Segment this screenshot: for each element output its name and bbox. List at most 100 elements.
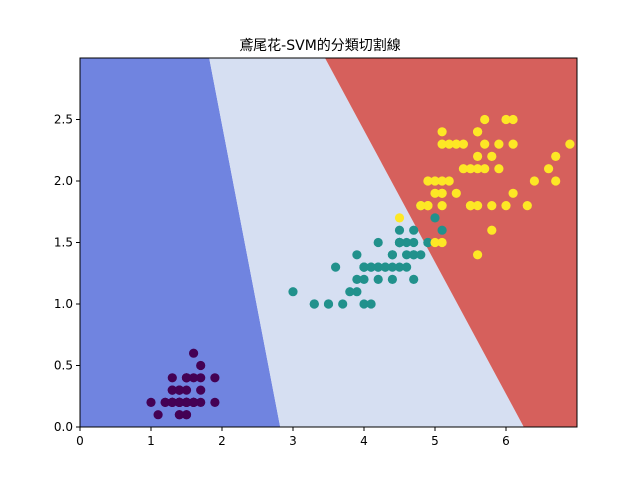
data-point-class-0 bbox=[210, 373, 220, 383]
data-point-class-2 bbox=[437, 127, 447, 137]
data-point-class-1 bbox=[409, 250, 419, 260]
data-point-class-2 bbox=[487, 151, 497, 161]
data-point-class-2 bbox=[451, 188, 461, 198]
plot-area bbox=[79, 57, 578, 428]
data-point-class-1 bbox=[394, 225, 405, 235]
y-tick-label: 2.5 bbox=[54, 113, 73, 127]
data-point-class-0 bbox=[146, 397, 156, 407]
data-point-class-0 bbox=[189, 397, 199, 407]
data-point-class-2 bbox=[487, 201, 497, 211]
data-point-class-2 bbox=[430, 237, 440, 248]
data-point-class-1 bbox=[380, 262, 390, 272]
data-point-class-2 bbox=[444, 139, 454, 149]
data-point-class-2 bbox=[465, 164, 476, 174]
x-tick-label: 4 bbox=[360, 434, 368, 448]
y-tick-label: 2.0 bbox=[54, 174, 73, 188]
y-tick-label: 0.0 bbox=[54, 420, 73, 434]
y-tick-label: 1.5 bbox=[54, 236, 73, 250]
data-point-class-1 bbox=[416, 250, 426, 260]
data-point-class-0 bbox=[174, 397, 184, 407]
region-class-1 bbox=[209, 58, 524, 427]
chart-title: 鳶尾花-SVM的分類切割線 bbox=[239, 37, 401, 54]
x-tick-label: 6 bbox=[502, 434, 510, 448]
data-point-class-0 bbox=[181, 397, 192, 407]
data-point-class-2 bbox=[423, 201, 433, 211]
data-point-class-1 bbox=[409, 225, 419, 235]
data-point-class-1 bbox=[402, 262, 412, 272]
data-point-class-1 bbox=[387, 274, 397, 284]
data-point-class-1 bbox=[352, 287, 362, 297]
data-point-class-2 bbox=[437, 176, 447, 186]
data-point-class-2 bbox=[430, 176, 440, 186]
data-point-class-2 bbox=[494, 139, 504, 149]
data-point-class-1 bbox=[366, 299, 376, 309]
data-point-class-2 bbox=[473, 127, 483, 137]
data-point-class-1 bbox=[345, 287, 355, 297]
data-point-class-1 bbox=[359, 274, 369, 284]
data-point-class-0 bbox=[160, 397, 170, 407]
data-point-class-2 bbox=[430, 188, 440, 198]
data-point-class-2 bbox=[544, 164, 554, 174]
data-point-class-0 bbox=[196, 397, 206, 407]
data-point-class-2 bbox=[437, 188, 447, 198]
data-point-class-2 bbox=[480, 164, 490, 174]
data-point-class-1 bbox=[359, 262, 369, 272]
data-point-class-0 bbox=[181, 385, 192, 395]
data-point-class-1 bbox=[409, 274, 419, 284]
data-point-class-1 bbox=[394, 237, 405, 248]
data-point-class-0 bbox=[196, 373, 206, 383]
data-point-class-1 bbox=[359, 299, 369, 309]
data-point-class-1 bbox=[373, 262, 383, 272]
data-point-class-2 bbox=[437, 139, 447, 149]
data-point-class-1 bbox=[331, 262, 341, 272]
data-point-class-0 bbox=[167, 397, 177, 407]
x-tick-label: 1 bbox=[147, 434, 155, 448]
data-point-class-1 bbox=[309, 299, 319, 309]
data-point-class-2 bbox=[551, 151, 561, 161]
data-point-class-2 bbox=[458, 139, 468, 149]
data-point-class-0 bbox=[181, 373, 192, 383]
data-point-class-1 bbox=[394, 262, 405, 272]
data-point-class-2 bbox=[501, 114, 511, 125]
x-tick-label: 3 bbox=[289, 434, 297, 448]
region-class-2 bbox=[325, 58, 577, 427]
data-point-class-1 bbox=[323, 299, 334, 309]
data-point-class-0 bbox=[174, 385, 184, 395]
data-point-class-2 bbox=[473, 151, 483, 161]
data-point-class-2 bbox=[529, 176, 540, 186]
decision-regions bbox=[80, 58, 577, 427]
data-point-class-1 bbox=[338, 299, 348, 309]
y-axis: 0.0 0.5 1.0 1.5 2.0 2.5 bbox=[54, 113, 80, 434]
data-point-class-0 bbox=[167, 373, 177, 383]
data-point-class-2 bbox=[480, 114, 490, 125]
x-tick-label: 2 bbox=[218, 434, 226, 448]
data-point-class-1 bbox=[387, 262, 397, 272]
data-point-class-2 bbox=[494, 164, 504, 174]
data-point-class-0 bbox=[189, 348, 199, 358]
data-point-class-2 bbox=[437, 237, 447, 248]
data-point-class-2 bbox=[487, 225, 497, 235]
data-point-class-1 bbox=[402, 250, 412, 260]
data-point-class-0 bbox=[174, 410, 184, 420]
data-point-class-2 bbox=[465, 201, 476, 211]
data-point-class-1 bbox=[373, 274, 383, 284]
data-point-class-2 bbox=[522, 201, 532, 211]
data-point-class-1 bbox=[409, 237, 419, 248]
x-tick-label: 0 bbox=[76, 434, 84, 448]
data-point-class-2 bbox=[451, 139, 461, 149]
data-point-class-2 bbox=[458, 164, 468, 174]
data-point-class-2 bbox=[480, 139, 490, 149]
data-point-class-2 bbox=[416, 201, 426, 211]
data-point-class-2 bbox=[423, 176, 433, 186]
data-point-class-2 bbox=[508, 188, 518, 198]
data-point-class-2 bbox=[473, 164, 483, 174]
data-point-class-0 bbox=[181, 410, 192, 420]
data-point-class-2 bbox=[473, 250, 483, 260]
data-point-class-0 bbox=[210, 397, 220, 407]
x-axis: 0 1 2 3 4 5 6 bbox=[76, 427, 510, 448]
y-tick-label: 1.0 bbox=[54, 297, 73, 311]
data-point-class-1 bbox=[288, 287, 298, 297]
data-point-class-1 bbox=[437, 225, 447, 235]
data-point-class-0 bbox=[189, 373, 199, 383]
